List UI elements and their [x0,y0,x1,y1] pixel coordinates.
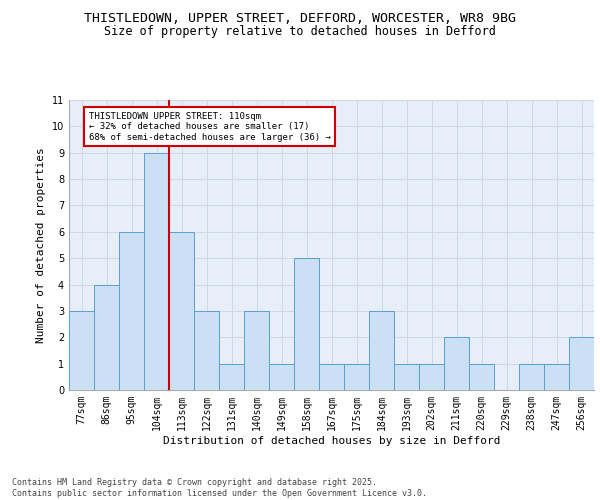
Bar [244,311,269,390]
Bar [169,232,194,390]
X-axis label: Distribution of detached houses by size in Defford: Distribution of detached houses by size … [163,436,500,446]
Text: THISTLEDOWN UPPER STREET: 110sqm
← 32% of detached houses are smaller (17)
68% o: THISTLEDOWN UPPER STREET: 110sqm ← 32% o… [89,112,331,142]
Bar [369,311,394,390]
Bar [469,364,494,390]
Bar [394,364,419,390]
Bar [444,338,469,390]
Bar [519,364,544,390]
Bar [419,364,444,390]
Bar [94,284,119,390]
Text: THISTLEDOWN, UPPER STREET, DEFFORD, WORCESTER, WR8 9BG: THISTLEDOWN, UPPER STREET, DEFFORD, WORC… [84,12,516,26]
Bar [119,232,144,390]
Bar [219,364,244,390]
Bar [69,311,94,390]
Bar [569,338,594,390]
Bar [144,152,169,390]
Bar [194,311,219,390]
Bar [544,364,569,390]
Bar [269,364,294,390]
Bar [319,364,344,390]
Text: Size of property relative to detached houses in Defford: Size of property relative to detached ho… [104,25,496,38]
Y-axis label: Number of detached properties: Number of detached properties [37,147,46,343]
Bar [294,258,319,390]
Text: Contains HM Land Registry data © Crown copyright and database right 2025.
Contai: Contains HM Land Registry data © Crown c… [12,478,427,498]
Bar [344,364,369,390]
